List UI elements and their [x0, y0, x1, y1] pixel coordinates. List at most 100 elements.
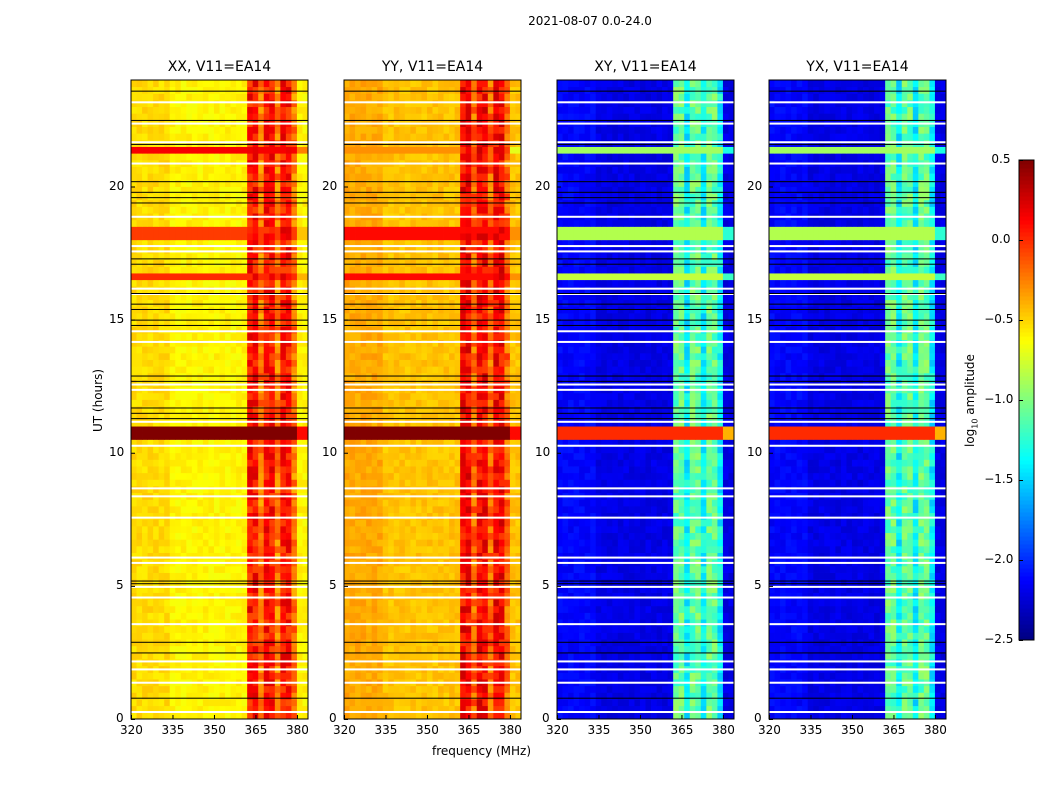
heatmap-cell	[360, 326, 367, 334]
heatmap-cell	[371, 366, 378, 374]
heatmap-cell	[404, 545, 411, 553]
heatmap-cell	[219, 619, 226, 627]
heatmap-cell	[186, 266, 193, 274]
heatmap-cell	[164, 379, 171, 387]
heatmap-cell	[142, 146, 148, 154]
heatmap-cell	[482, 545, 489, 553]
heatmap-cell	[504, 426, 511, 434]
heatmap-cell	[164, 592, 171, 600]
heatmap-cell	[136, 273, 143, 281]
heatmap-cell	[169, 625, 176, 633]
heatmap-cell	[487, 472, 494, 480]
heatmap-cell	[291, 645, 298, 653]
heatmap-cell	[153, 592, 160, 600]
heatmap-cell	[258, 632, 265, 640]
heatmap-cell	[230, 99, 237, 108]
heatmap-cell	[377, 532, 384, 540]
heatmap-cell	[377, 579, 384, 587]
heatmap-cell	[197, 439, 204, 447]
heatmap-cell	[515, 632, 522, 640]
heatmap-cell	[377, 712, 384, 720]
heatmap-cell	[153, 332, 160, 340]
heatmap-cell	[258, 592, 265, 600]
heatmap-cell	[147, 253, 154, 261]
heatmap-cell	[236, 379, 243, 387]
heatmap-cell	[263, 253, 270, 261]
heatmap-cell	[175, 472, 182, 480]
heatmap-cell	[274, 366, 281, 374]
heatmap-cell	[274, 146, 281, 154]
heatmap-cell	[247, 525, 254, 534]
heatmap-cell	[476, 412, 483, 420]
heatmap-cell	[410, 479, 417, 487]
heatmap-cell	[225, 273, 231, 281]
heatmap-cell	[169, 459, 176, 467]
heatmap-cell	[415, 619, 422, 627]
heatmap-cell	[285, 346, 292, 354]
heatmap-cell	[225, 506, 231, 514]
heatmap-cell	[208, 459, 215, 467]
heatmap-cell	[213, 392, 220, 400]
heatmap-cell	[302, 319, 309, 327]
y-tick-mark	[131, 452, 135, 454]
heatmap-cell	[443, 652, 450, 660]
heatmap-cell	[208, 186, 215, 194]
heatmap-cell	[136, 625, 143, 633]
heatmap-cell	[393, 466, 400, 474]
heatmap-cell	[197, 625, 204, 633]
heatmap-cell	[142, 93, 148, 101]
heatmap-cell	[158, 472, 165, 480]
heatmap-cell	[208, 312, 215, 321]
heatmap-cell	[421, 599, 428, 607]
heatmap-cell	[241, 99, 248, 108]
heatmap-cell	[258, 273, 265, 281]
heatmap-cell	[230, 452, 237, 460]
heatmap-cell	[377, 512, 384, 520]
heatmap-cell	[404, 705, 411, 713]
heatmap-cell	[371, 459, 378, 467]
y-tick-mark	[131, 186, 135, 188]
heatmap-cell	[252, 332, 259, 340]
heatmap-cell	[169, 253, 176, 261]
heatmap-cell	[153, 506, 160, 514]
heatmap-cell	[169, 99, 176, 108]
heatmap-cell	[236, 93, 243, 101]
heatmap-cell	[225, 326, 231, 334]
heatmap-cell	[393, 499, 400, 507]
heatmap-cell	[509, 339, 516, 347]
heatmap-cell	[399, 565, 406, 573]
heatmap-cell	[213, 645, 220, 653]
heatmap-cell	[247, 392, 254, 400]
heatmap-cell	[388, 479, 395, 487]
heatmap-cell	[236, 219, 243, 227]
heatmap-cell	[219, 352, 226, 360]
heatmap-cell	[252, 273, 259, 281]
heatmap-cell	[291, 219, 298, 227]
heatmap-cell	[482, 459, 489, 467]
heatmap-cell	[471, 346, 478, 354]
heatmap-cell	[258, 579, 265, 587]
heatmap-cell	[285, 506, 292, 514]
heatmap-cell	[219, 459, 226, 467]
heatmap-cell	[432, 339, 439, 347]
heatmap-cell	[360, 672, 367, 680]
heatmap-cell	[432, 672, 439, 680]
heatmap-cell	[280, 273, 287, 281]
heatmap-cell	[164, 359, 171, 367]
heatmap-cell	[219, 319, 226, 327]
heatmap-cell	[241, 699, 248, 707]
heatmap-cell	[371, 346, 378, 354]
y-tick-mark	[131, 585, 135, 587]
heatmap-cell	[247, 419, 254, 427]
heatmap-cell	[360, 426, 367, 434]
heatmap-cell	[225, 572, 231, 580]
heatmap-cell	[482, 659, 489, 667]
heatmap-cell	[415, 439, 422, 447]
heatmap-cell	[247, 259, 254, 267]
heatmap-cell	[136, 419, 143, 427]
heatmap-cell	[202, 552, 209, 560]
heatmap-cell	[164, 99, 171, 108]
heatmap-cell	[432, 545, 439, 553]
heatmap-cell	[377, 366, 384, 374]
heatmap-cell	[202, 153, 209, 161]
